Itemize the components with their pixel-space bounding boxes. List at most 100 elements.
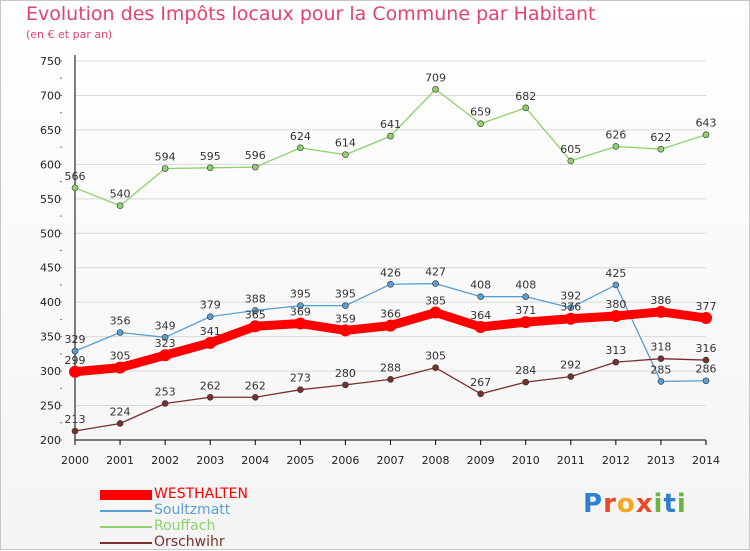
data-point — [251, 393, 259, 401]
x-tick-label: 2013 — [647, 454, 675, 467]
x-tick-label: 2006 — [331, 454, 359, 467]
data-point — [297, 144, 304, 152]
data-label: 262 — [200, 379, 221, 392]
legend-item[interactable]: WESTHALTEN — [100, 486, 300, 503]
chart-legend: WESTHALTEN Soultzmatt Rouffach Orschwihr — [100, 486, 300, 551]
data-label: 566 — [65, 170, 86, 183]
y-tick-label: 250 — [40, 400, 61, 413]
data-point — [342, 381, 349, 389]
data-label: 316 — [696, 342, 717, 355]
data-point — [161, 334, 169, 341]
data-point — [700, 312, 712, 325]
data-point — [342, 302, 349, 309]
data-label: 262 — [245, 379, 266, 392]
data-label: 341 — [200, 325, 221, 338]
data-label: 641 — [380, 118, 401, 131]
data-point — [429, 306, 442, 319]
x-tick-label: 2001 — [106, 454, 134, 467]
data-label: 425 — [605, 267, 626, 280]
data-label: 329 — [65, 333, 86, 346]
x-tick-label: 2012 — [602, 454, 630, 467]
data-label: 626 — [605, 128, 626, 141]
data-label: 305 — [425, 350, 446, 363]
data-point — [251, 307, 259, 314]
logo-letter: x — [635, 489, 654, 519]
y-tick-label: 400 — [40, 296, 61, 309]
data-point — [71, 347, 79, 355]
data-label: 292 — [560, 359, 581, 372]
data-label: 224 — [110, 405, 131, 418]
data-label: 614 — [335, 137, 356, 150]
data-label: 392 — [560, 290, 581, 303]
data-point — [342, 151, 349, 159]
x-tick-label: 2009 — [467, 454, 495, 467]
data-label: 371 — [515, 304, 536, 317]
data-label: 594 — [155, 150, 176, 163]
logo-letter: P — [583, 489, 604, 519]
data-label: 682 — [515, 90, 536, 103]
data-point — [477, 390, 484, 398]
y-tick-label: 450 — [40, 262, 61, 275]
data-label: 395 — [335, 288, 356, 301]
data-label: 359 — [335, 312, 356, 325]
x-tick-label: 2007 — [377, 454, 405, 467]
data-point — [522, 378, 530, 386]
legend-label: Orschwihr — [154, 534, 225, 550]
data-point — [206, 164, 214, 172]
data-point — [612, 281, 620, 289]
data-point — [654, 305, 667, 318]
legend-swatch — [100, 526, 152, 528]
data-label: 366 — [380, 308, 401, 321]
data-label: 659 — [470, 106, 491, 119]
data-label: 426 — [380, 266, 401, 279]
data-point — [204, 336, 217, 349]
data-point — [71, 184, 79, 192]
data-label: 323 — [155, 337, 176, 350]
data-point — [387, 376, 394, 383]
x-tick-label: 2003 — [196, 454, 224, 467]
y-tick-label: 500 — [40, 227, 61, 240]
data-point — [567, 304, 575, 311]
data-label: 365 — [245, 308, 266, 321]
data-point — [161, 165, 169, 172]
data-point — [116, 329, 124, 336]
data-point — [116, 202, 124, 210]
data-label: 305 — [110, 350, 131, 363]
legend-swatch — [100, 542, 152, 544]
y-tick-label: 700 — [40, 89, 61, 102]
x-tick-label: 2002 — [151, 454, 179, 467]
data-label: 213 — [65, 413, 86, 426]
data-point — [477, 120, 484, 128]
data-point — [387, 280, 394, 288]
logo-letter: i — [676, 489, 687, 519]
legend-item[interactable]: Rouffach — [100, 518, 300, 535]
data-label: 349 — [155, 319, 176, 332]
data-point — [564, 312, 577, 325]
data-label: 595 — [200, 150, 221, 163]
data-point — [519, 316, 532, 329]
proxiti-logo: Proxiti — [583, 489, 687, 519]
data-point — [567, 157, 575, 165]
data-label: 286 — [696, 363, 717, 376]
data-point — [567, 373, 575, 380]
y-tick-label: 750 — [40, 55, 61, 68]
legend-swatch — [100, 510, 152, 512]
data-label: 284 — [515, 364, 536, 377]
data-point — [251, 163, 259, 171]
data-label: 622 — [650, 131, 671, 144]
data-label: 408 — [515, 279, 536, 292]
chart-subtitle: (en € et par an) — [26, 28, 113, 41]
y-tick-label: 350 — [40, 331, 61, 344]
data-point — [159, 349, 172, 362]
y-tick-label: 600 — [40, 158, 61, 171]
legend-item[interactable]: Orschwihr — [100, 534, 300, 551]
data-label: 395 — [290, 288, 311, 301]
legend-item[interactable]: Soultzmatt — [100, 502, 300, 519]
x-tick-label: 2008 — [422, 454, 450, 467]
data-point — [294, 317, 307, 330]
data-label: 356 — [110, 315, 131, 328]
data-label: 408 — [470, 279, 491, 292]
data-label: 364 — [470, 309, 491, 322]
